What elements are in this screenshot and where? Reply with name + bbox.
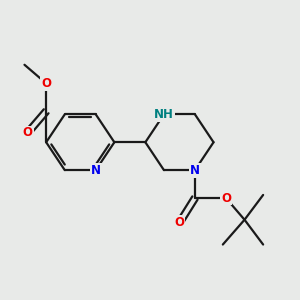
Text: O: O — [22, 127, 33, 140]
Text: N: N — [190, 164, 200, 177]
Text: N: N — [91, 164, 101, 177]
Text: O: O — [221, 191, 231, 205]
Text: O: O — [174, 216, 184, 229]
Text: O: O — [41, 77, 51, 90]
Text: NH: NH — [154, 108, 174, 121]
